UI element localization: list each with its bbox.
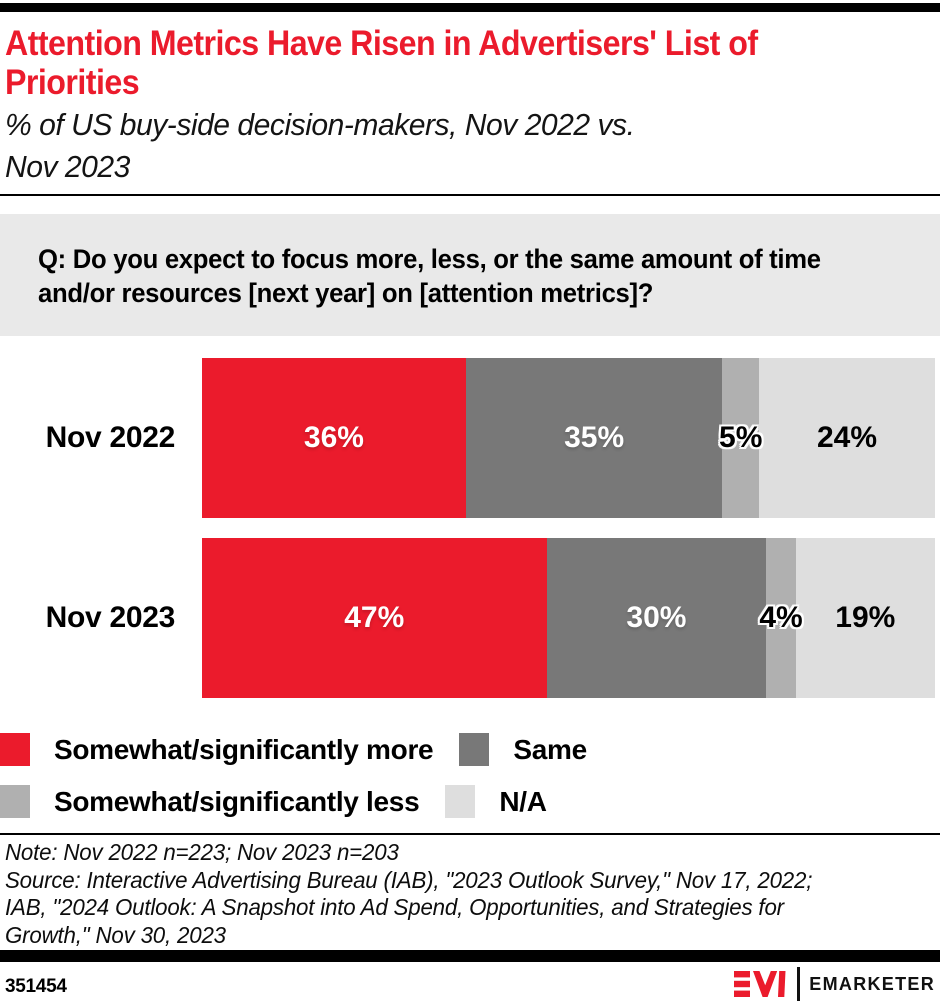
question-text-line: Q: Do you expect to focus more, less, or… (38, 244, 821, 274)
chart-title-line: Attention Metrics Have Risen in Advertis… (5, 24, 758, 63)
emarketer-logo: EMARKETER (734, 966, 935, 1002)
legend-row: Somewhat/significantly more Same (0, 733, 940, 766)
chart-subtitle-line: Nov 2023 (5, 149, 130, 184)
em-monogram-icon (734, 971, 786, 997)
bar-segment-same: 30% (546, 538, 767, 698)
bar-segment-same: 35% (465, 358, 723, 518)
bar-row-nov-2023: 47% 30% 4% 19% (202, 538, 935, 698)
chart-subtitle: % of US buy-side decision-makers, Nov 20… (5, 104, 635, 188)
bar-value-label: 24% (816, 421, 878, 454)
legend-label-more: Somewhat/significantly more (54, 733, 434, 765)
source-line: Growth," Nov 30, 2023 (5, 921, 226, 948)
footer-accent-bar (0, 950, 940, 962)
chart-subtitle-line: % of US buy-side decision-makers, Nov 20… (5, 107, 635, 142)
logo-divider (797, 967, 801, 1001)
chart-title: Attention Metrics Have Risen in Advertis… (5, 24, 758, 102)
bar-value-label: 30% (626, 601, 687, 634)
bar-row-nov-2022: 36% 35% 5% 24% (202, 358, 935, 518)
bar-segment-less: 5% (719, 358, 763, 518)
legend-label-na: N/A (499, 785, 547, 817)
question-text: Q: Do you expect to focus more, less, or… (38, 242, 821, 310)
legend-label-same: Same (513, 733, 587, 765)
legend-swatch-less (0, 785, 30, 818)
legend-row: Somewhat/significantly less N/A (0, 785, 940, 818)
top-accent-bar (0, 3, 940, 12)
bar-segment-na: 24% (759, 358, 935, 518)
note-divider (0, 833, 940, 835)
note-text: Note: Nov 2022 n=223; Nov 2023 n=203 Sou… (5, 839, 812, 949)
bar-value-label: 5% (719, 421, 763, 454)
legend-swatch-same (459, 733, 490, 766)
bar-value-label: 36% (303, 421, 364, 454)
legend-swatch-na (445, 785, 476, 818)
question-box: Q: Do you expect to focus more, less, or… (0, 214, 940, 336)
legend-label-less: Somewhat/significantly less (54, 785, 420, 817)
brand-wordmark: EMARKETER (809, 973, 935, 994)
chart-id: 351454 (5, 976, 67, 997)
bar-value-label: 47% (344, 601, 405, 634)
legend-swatch-more (0, 733, 30, 766)
question-text-line: and/or resources [next year] on [attenti… (38, 278, 654, 308)
note-line: Note: Nov 2022 n=223; Nov 2023 n=203 (5, 839, 399, 865)
bar-value-label: 4% (759, 601, 803, 634)
bar-segment-more: 47% (202, 538, 547, 698)
bar-segment-less: 4% (759, 538, 803, 698)
chart-title-line: Priorities (5, 63, 140, 102)
source-line: IAB, "2024 Outlook: A Snapshot into Ad S… (5, 894, 784, 920)
bar-value-label: 35% (564, 421, 625, 454)
bar-segment-na: 19% (795, 538, 935, 698)
bar-value-label: 19% (835, 601, 896, 634)
category-label-nov-2022: Nov 2022 (45, 421, 176, 454)
title-divider (0, 194, 940, 196)
category-label-nov-2023: Nov 2023 (45, 601, 176, 634)
source-line: Source: Interactive Advertising Bureau (… (5, 866, 813, 893)
bar-segment-more: 36% (202, 358, 466, 518)
chart-legend: Somewhat/significantly more Same Somewha… (0, 733, 940, 837)
